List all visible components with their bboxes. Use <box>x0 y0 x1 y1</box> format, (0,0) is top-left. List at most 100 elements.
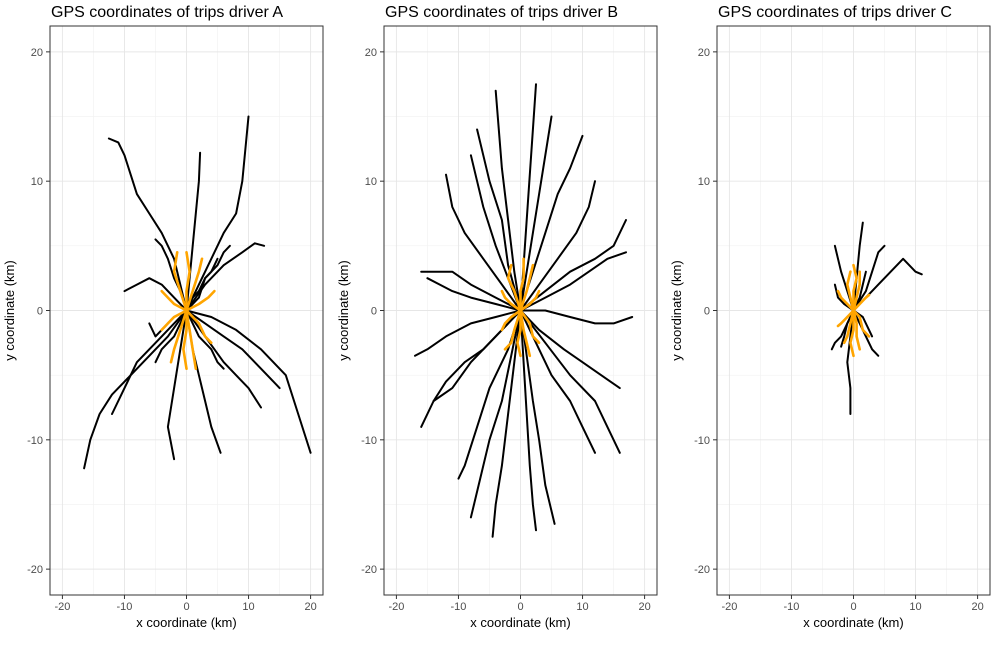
trip-line-17 <box>185 244 231 312</box>
trip-lines <box>830 221 923 415</box>
y-axis-label: y coordinate (km) <box>336 260 351 360</box>
highlight-trip-line-8 <box>500 289 522 312</box>
y-tick-label: -20 <box>694 564 710 576</box>
x-axis-label: x coordinate (km) <box>470 615 570 630</box>
trip-line-23 <box>426 277 522 312</box>
trip-line-17 <box>519 309 556 525</box>
trip-line-5 <box>185 309 281 390</box>
chart-title: GPS coordinates of trips driver C <box>718 4 952 21</box>
highlight-trip-line-8 <box>160 289 188 312</box>
highlight-trip-line-3 <box>852 293 871 312</box>
chart-title: GPS coordinates of trips driver B <box>385 4 618 21</box>
highlight-trip-line-9 <box>185 251 191 312</box>
trip-line-11 <box>840 309 855 348</box>
y-tick-label: 0 <box>37 306 43 318</box>
highlight-trip-line-7 <box>836 309 855 328</box>
highlight-trip-line-3 <box>185 289 216 312</box>
highlight-trip-line-6 <box>842 309 855 345</box>
x-tick-label: -10 <box>117 601 133 613</box>
chart-title: GPS coordinates of trips driver A <box>51 4 283 21</box>
trip-line-11 <box>519 309 621 390</box>
highlight-trip-line-5 <box>519 309 532 358</box>
trip-line-3 <box>519 115 553 312</box>
x-tick-label: -20 <box>388 601 404 613</box>
trip-line-13 <box>519 309 596 454</box>
y-tick-label: 10 <box>31 176 43 188</box>
trip-line-9 <box>519 309 634 325</box>
trip-line-11 <box>83 309 188 470</box>
highlight-trip-line-2 <box>519 263 535 312</box>
trip-line-8 <box>420 270 522 312</box>
y-axis-label: y coordinate (km) <box>669 260 684 360</box>
highlight-trip-line-7 <box>500 309 522 332</box>
highlight-trip-line-6 <box>503 309 522 351</box>
highlight-trip-line-5 <box>852 309 861 351</box>
trip-line-24 <box>420 309 522 428</box>
highlight-trip-line-7 <box>160 309 188 332</box>
y-tick-label: 0 <box>371 306 377 318</box>
trip-lines <box>414 83 634 538</box>
highlight-trip-line-9 <box>852 263 858 312</box>
trip-line-15 <box>185 309 225 370</box>
trip-line-5 <box>519 180 596 312</box>
trip-line-10 <box>111 309 188 415</box>
highlight-trip-line-4 <box>852 309 871 338</box>
trip-line-10 <box>414 309 522 357</box>
trip-line-16 <box>154 309 188 364</box>
trip-line-16 <box>519 309 537 532</box>
highlight-trip-line-10 <box>849 309 855 358</box>
x-tick-label: 20 <box>971 601 983 613</box>
y-tick-label: -10 <box>361 435 377 447</box>
x-tick-label: 20 <box>638 601 650 613</box>
x-tick-label: 10 <box>909 601 921 613</box>
y-tick-label: -20 <box>27 564 43 576</box>
x-tick-label: -20 <box>54 601 70 613</box>
x-tick-label: -10 <box>784 601 800 613</box>
trip-line-21 <box>519 251 627 312</box>
y-tick-label: 20 <box>698 47 710 59</box>
y-tick-label: -20 <box>361 564 377 576</box>
y-tick-label: 10 <box>698 176 710 188</box>
trip-line-15 <box>491 309 522 538</box>
highlight-trip-line-9 <box>519 257 525 312</box>
highlight-trip-line-1 <box>506 263 522 312</box>
x-tick-label: 10 <box>242 601 254 613</box>
trip-line-6 <box>846 309 855 415</box>
highlight-trip-line-6 <box>169 309 188 364</box>
trip-line-3 <box>852 244 886 312</box>
highlight-trip-line-4 <box>519 309 541 345</box>
x-axis-label: x coordinate (km) <box>803 615 903 630</box>
trip-line-7 <box>519 219 627 312</box>
trip-line-7 <box>852 309 880 357</box>
trip-line-6 <box>445 173 522 312</box>
y-tick-label: -10 <box>27 435 43 447</box>
highlight-trip-line-10 <box>182 309 188 370</box>
highlight-trip-line-2 <box>185 257 204 312</box>
trip-lines <box>83 115 312 470</box>
x-tick-label: 10 <box>576 601 588 613</box>
x-tick-label: -10 <box>451 601 467 613</box>
highlight-trip-line-5 <box>185 309 198 370</box>
trip-line-10 <box>852 270 867 312</box>
trip-line-18 <box>469 309 522 519</box>
x-axis-label: x coordinate (km) <box>136 615 236 630</box>
x-tick-label: -20 <box>721 601 737 613</box>
highlight-trip-line-1 <box>846 270 855 312</box>
trip-line-1 <box>107 137 188 312</box>
highlight-trip-line-1 <box>172 251 188 312</box>
chart-panel-3: -20 -10 0 10 20 -20 -10 0 10 20 GPS coordinates of… <box>669 4 991 630</box>
trip-line-22 <box>519 309 621 454</box>
trip-line-6 <box>185 309 312 454</box>
highlight-trip-line-10 <box>516 309 522 358</box>
y-tick-label: 20 <box>31 47 43 59</box>
y-tick-label: -10 <box>694 435 710 447</box>
trip-line-1 <box>852 221 864 312</box>
highlight-trip-line-8 <box>836 289 855 312</box>
y-tick-label: 10 <box>365 176 377 188</box>
trip-line-3 <box>185 115 250 312</box>
highlight-trip-line-3 <box>519 289 541 312</box>
trip-line-1 <box>494 89 522 312</box>
chart-panel-2: -20 -10 0 10 20 -20 -10 0 10 20 GPS coordinates of… <box>336 4 658 630</box>
